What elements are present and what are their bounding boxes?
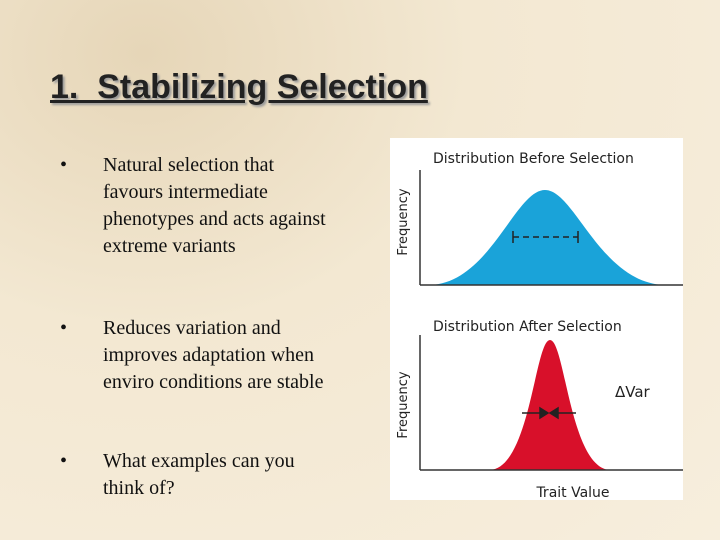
bullet-text: Reduces variation and improves adaptatio…: [103, 317, 324, 393]
x-axis-label: Trait Value: [535, 485, 609, 500]
variance-arrows: [522, 406, 576, 420]
delta-var-label: ΔVar: [615, 383, 651, 401]
distribution-after: [490, 340, 610, 470]
slide-title: 1. Stabilizing Selection: [50, 68, 428, 106]
y-axis-label: Frequency: [396, 371, 411, 438]
bullet-text: What examples can you think of?: [103, 450, 295, 499]
panel-title: Distribution Before Selection: [433, 151, 634, 167]
y-axis-label: Frequency: [396, 188, 411, 255]
selection-figure: Distribution Before Selection Frequency …: [390, 138, 683, 500]
variance-marker: [512, 231, 579, 243]
bullet-text: Natural selection that favours intermedi…: [103, 154, 326, 257]
panel-title: Distribution After Selection: [433, 319, 622, 335]
